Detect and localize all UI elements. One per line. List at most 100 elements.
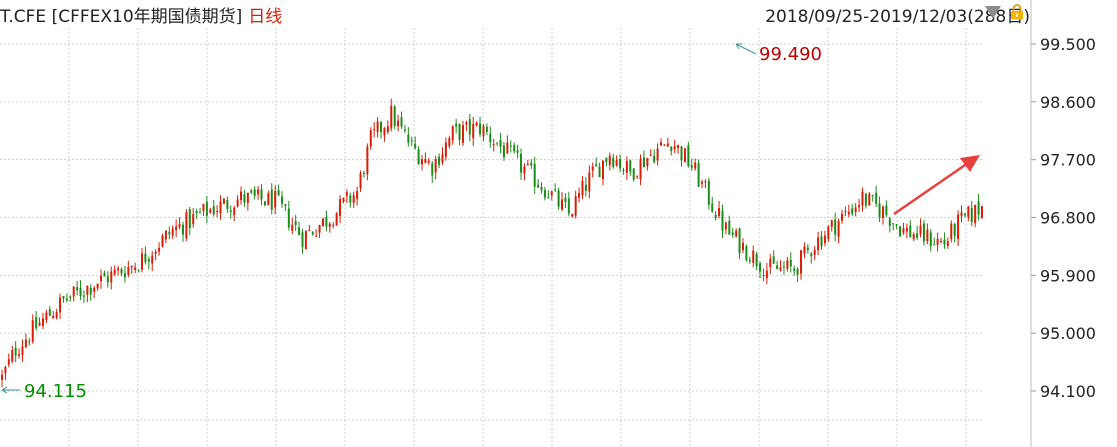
candle-body [656,148,659,161]
candle-body [414,143,417,149]
candle-body [526,163,529,165]
candle-body [902,228,905,233]
candle-body [263,201,266,206]
candle-body [281,196,283,204]
candle-body [642,157,645,167]
y-tick-label: 96.800 [1040,209,1096,228]
candle-body [120,269,123,274]
candle-body [974,204,977,224]
candle-body [502,145,505,158]
candle-body [21,346,24,355]
candle-body [496,142,499,144]
candle-body [683,148,686,163]
candle-body [41,318,44,326]
candle-body [421,159,423,165]
candle-body [383,128,386,136]
candle-body [554,189,557,191]
candle-body [14,347,17,356]
candle-body [301,232,304,248]
candle-body [106,276,109,283]
candle-body [881,206,884,218]
candle-body [748,259,751,262]
max-value-label: 99.490 [759,44,822,65]
candle-body [236,199,239,207]
candle-body [277,189,280,196]
candle-body [332,224,335,226]
candle-body [916,233,919,238]
candle-body [82,295,85,297]
candle-body [31,320,34,342]
candle-body [520,153,523,173]
candle-body [45,312,48,321]
candle-body [318,225,321,233]
candle-body [649,154,652,156]
candle-body [175,226,178,231]
candle-body [817,237,820,251]
candle-body [670,146,673,152]
candle-body [18,354,21,356]
red-arrow-shaft [893,161,969,216]
candle-body [772,256,775,264]
candle-body [779,267,782,271]
candle-body [731,232,734,235]
candle-body [127,266,130,275]
candle-body [482,126,485,137]
candle-body [666,143,669,147]
candle-body [605,158,608,163]
candle-body [393,106,396,127]
candle-body [601,160,604,180]
date-range-label[interactable]: 2018/09/25-2019/12/03(288日) [765,7,1030,27]
candle-body [762,275,765,277]
candle-body [72,286,75,297]
candle-body [28,341,31,343]
candle-body [356,191,359,199]
period-label[interactable]: 日线 [248,7,283,27]
candle-body [438,156,441,165]
candle-body [79,287,82,297]
candle-body [895,224,898,226]
candle-body [229,210,232,212]
candle-body [158,247,161,252]
candle-body [349,195,352,203]
lock-icon[interactable] [1010,4,1024,20]
candle-body [113,269,116,275]
candle-body [202,204,205,211]
candle-body [134,267,137,270]
candle-body [253,189,256,196]
candle-body [154,251,157,254]
triangle-down-icon[interactable] [985,6,1001,19]
candle-body [130,266,133,268]
candle-body [492,144,495,146]
chart-header-symbol: T.CFE [CFFEX10年期国债期货] 日线 [0,2,282,27]
candle-body [752,250,755,263]
candle-body [226,200,229,209]
candle-body [847,211,850,215]
candle-body [506,142,509,154]
candle-body [687,145,690,167]
candle-body [909,225,912,238]
candle-body [940,241,943,243]
candle-body [509,145,512,147]
candle-body [963,213,966,216]
candle-body [48,309,51,316]
candle-body [803,246,806,254]
candle-body [888,218,891,226]
candle-body [765,270,768,279]
candle-body [93,287,96,292]
candle-body [694,162,697,169]
candle-body [359,173,362,189]
candle-body [547,197,550,199]
candle-body [721,210,724,231]
candle-body [195,211,198,214]
candle-body [171,228,174,236]
candle-body [922,223,925,242]
candle-body [240,191,243,201]
candle-body [871,195,874,196]
candle-body [769,258,772,268]
candle-body [537,184,540,188]
candle-body [1,374,3,380]
candle-body [352,195,355,203]
candle-body [178,224,181,228]
candle-body [813,250,816,255]
candle-body [386,126,389,132]
